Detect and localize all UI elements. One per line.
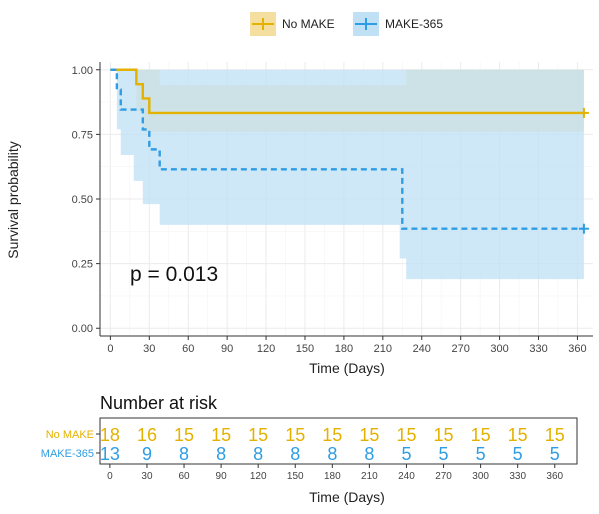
risk-x-tick-label: 210 [361,471,378,482]
risk-count: 5 [513,444,523,464]
legend-item-no-make: No MAKE [250,12,335,36]
y-tick-label: 0.75 [72,129,93,141]
risk-x-tick-label: 240 [398,471,415,482]
risk-x-tick-label: 120 [250,471,267,482]
x-tick-label: 90 [221,343,233,355]
y-tick-label: 1.00 [72,65,93,77]
x-tick-label: 120 [257,343,275,355]
risk-count: 15 [174,425,194,445]
risk-count: 15 [322,425,342,445]
legend-item-make-365: MAKE-365 [353,12,443,36]
risk-row-label: MAKE-365 [41,448,94,460]
risk-x-tick-label: 180 [324,471,341,482]
risk-x-tick-label: 330 [509,471,526,482]
x-tick-label: 360 [568,343,586,355]
y-tick-label: 0.00 [72,323,93,335]
y-tick-label: 0.25 [72,259,93,271]
risk-x-tick-label: 150 [287,471,304,482]
risk-count: 8 [253,444,263,464]
x-tick-label: 300 [490,343,508,355]
risk-count: 18 [100,425,120,445]
risk-x-tick-label: 90 [216,471,228,482]
risk-x-tick-label: 270 [435,471,452,482]
x-axis-label: Time (Days) [309,360,385,376]
x-tick-label: 30 [143,343,155,355]
risk-count: 15 [471,425,491,445]
risk-count: 5 [401,444,411,464]
legend-label: MAKE-365 [385,17,443,31]
risk-count: 5 [476,444,486,464]
risk-count: 15 [359,425,379,445]
x-tick-label: 150 [296,343,314,355]
x-tick-label: 210 [374,343,392,355]
y-tick-label: 0.50 [72,194,93,206]
risk-count: 5 [550,444,560,464]
risk-count: 9 [142,444,152,464]
risk-table-frame [99,417,578,465]
risk-count: 15 [434,425,454,445]
risk-x-tick-label: 60 [178,471,190,482]
risk-count: 8 [327,444,337,464]
risk-x-tick-label: 30 [141,471,153,482]
risk-count: 5 [439,444,449,464]
risk-x-tick-label: 360 [546,471,563,482]
risk-count: 13 [100,444,120,464]
x-tick-label: 330 [529,343,547,355]
risk-count: 15 [248,425,268,445]
x-tick-label: 0 [107,343,113,355]
y-axis-label: Survival probability [5,141,21,259]
risk-count: 15 [545,425,565,445]
risk-table-title: Number at risk [100,393,218,413]
risk-count: 8 [216,444,226,464]
x-tick-label: 240 [413,343,431,355]
confidence-band-make-365 [110,69,584,280]
risk-count: 15 [508,425,528,445]
legend: No MAKE MAKE-365 [250,12,443,36]
risk-table-panel: No MAKE 18 16 15 15 15 15 15 15 15 15 15 15 15 MAKE-36… [41,417,578,482]
risk-table-x-axis-label: Time (Days) [309,489,385,505]
risk-count: 15 [211,425,231,445]
survival-curve-no-make [110,68,584,115]
risk-row-label: No MAKE [46,429,94,441]
x-tick-label: 180 [335,343,353,355]
legend-label: No MAKE [282,17,335,31]
risk-count: 15 [285,425,305,445]
x-tick-label: 60 [182,343,194,355]
risk-count: 8 [290,444,300,464]
risk-count: 8 [364,444,374,464]
survival-plot-panel: 0.00 0.25 0.50 0.75 1.00 0 30 60 90 120 150 180 210 2… [72,62,593,355]
risk-count: 15 [396,425,416,445]
risk-count: 16 [137,425,157,445]
risk-count: 8 [179,444,189,464]
risk-x-tick-label: 0 [107,471,113,482]
p-value-annotation: p = 0.013 [130,263,218,286]
x-tick-label: 270 [451,343,469,355]
risk-x-tick-label: 300 [472,471,489,482]
